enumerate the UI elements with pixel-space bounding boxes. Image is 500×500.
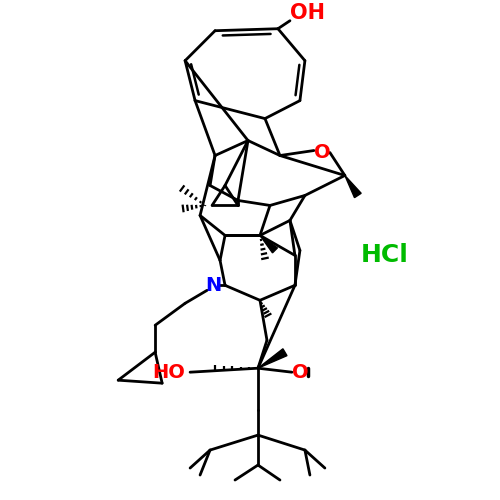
Text: O: O — [292, 362, 308, 382]
Text: OH: OH — [290, 2, 325, 22]
Text: HO: HO — [152, 362, 185, 382]
Polygon shape — [260, 236, 278, 253]
Polygon shape — [258, 349, 287, 368]
Text: HCl: HCl — [361, 244, 408, 268]
Text: O: O — [314, 143, 330, 162]
Polygon shape — [345, 176, 361, 198]
Text: N: N — [205, 276, 221, 295]
